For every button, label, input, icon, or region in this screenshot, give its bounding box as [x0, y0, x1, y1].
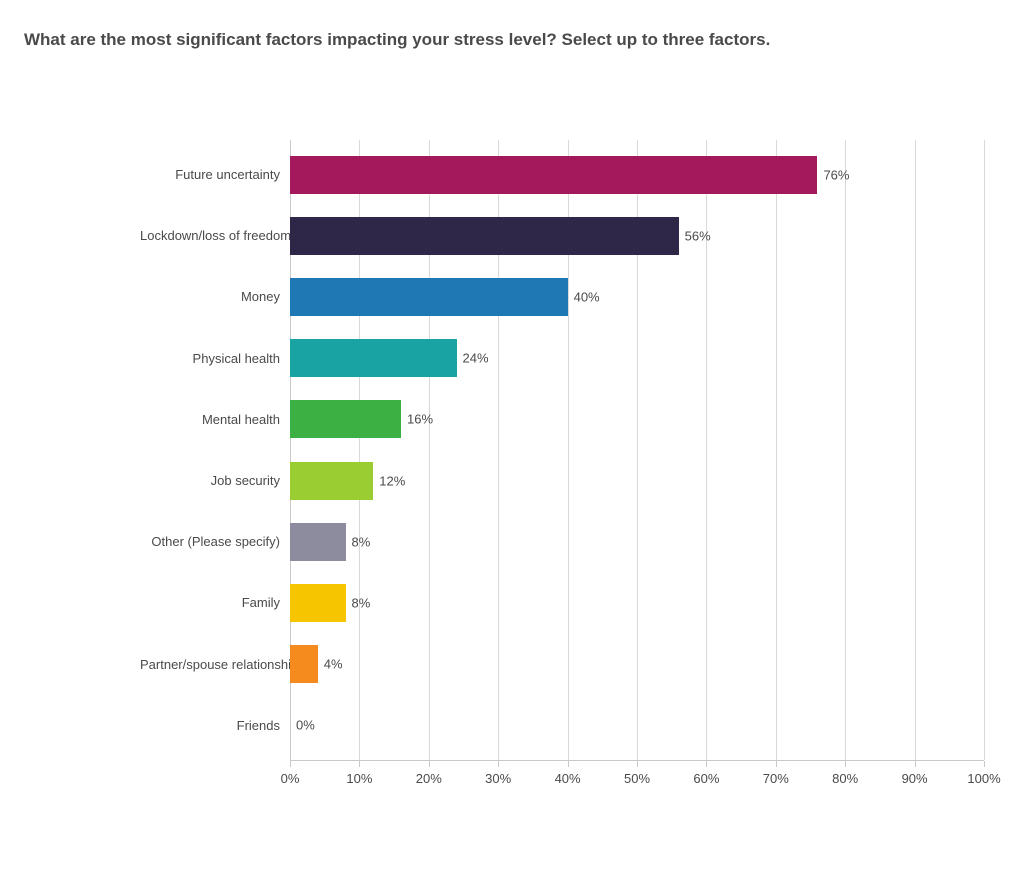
bar-row: Job security 12% — [140, 461, 984, 501]
bar-value-label: 24% — [463, 351, 489, 366]
category-label: Partner/spouse relationship — [140, 657, 290, 672]
chart-title: What are the most significant factors im… — [24, 30, 1004, 50]
x-tick-mark — [637, 761, 638, 767]
x-tick-mark — [429, 761, 430, 767]
bar — [290, 217, 679, 255]
bar-row: Mental health 16% — [140, 399, 984, 439]
x-tick-label: 0% — [281, 771, 300, 786]
category-label: Physical health — [140, 351, 290, 366]
bar-track: 4% — [290, 645, 984, 683]
bar — [290, 400, 401, 438]
bar-row: Lockdown/loss of freedom 56% — [140, 216, 984, 256]
x-tick-mark — [915, 761, 916, 767]
bar — [290, 523, 346, 561]
category-label: Job security — [140, 473, 290, 488]
gridline — [984, 140, 985, 760]
bar — [290, 156, 817, 194]
bar-row: Future uncertainty 76% — [140, 155, 984, 195]
bar — [290, 584, 346, 622]
bars-container: Future uncertainty 76% Lockdown/loss of fr… — [140, 140, 984, 760]
x-tick-label: 70% — [763, 771, 789, 786]
bar-value-label: 56% — [685, 228, 711, 243]
bar — [290, 278, 568, 316]
bar-value-label: 4% — [324, 657, 343, 672]
bar-row: Physical health 24% — [140, 338, 984, 378]
x-tick-label: 40% — [555, 771, 581, 786]
x-tick-mark — [359, 761, 360, 767]
x-tick-label: 10% — [346, 771, 372, 786]
bar-track: 76% — [290, 156, 984, 194]
chart: Future uncertainty 76% Lockdown/loss of fr… — [140, 140, 984, 790]
bar-value-label: 40% — [574, 289, 600, 304]
x-tick-mark — [706, 761, 707, 767]
category-label: Other (Please specify) — [140, 534, 290, 549]
bar — [290, 462, 373, 500]
bar-track: 0% — [290, 706, 984, 744]
bar-track: 16% — [290, 400, 984, 438]
bar-track: 8% — [290, 523, 984, 561]
bar — [290, 645, 318, 683]
category-label: Friends — [140, 718, 290, 733]
x-tick-label: 20% — [416, 771, 442, 786]
bar-row: Friends 0% — [140, 705, 984, 745]
bar-track: 56% — [290, 217, 984, 255]
plot-area: Future uncertainty 76% Lockdown/loss of fr… — [140, 140, 984, 760]
bar-track: 12% — [290, 462, 984, 500]
bar-track: 40% — [290, 278, 984, 316]
bar-track: 8% — [290, 584, 984, 622]
category-label: Mental health — [140, 412, 290, 427]
x-tick-label: 100% — [967, 771, 1000, 786]
category-label: Future uncertainty — [140, 167, 290, 182]
page: What are the most significant factors im… — [0, 0, 1024, 810]
x-tick-mark — [290, 761, 291, 767]
bar — [290, 339, 457, 377]
bar-row: Other (Please specify) 8% — [140, 522, 984, 562]
bar-row: Partner/spouse relationship 4% — [140, 644, 984, 684]
x-tick-label: 30% — [485, 771, 511, 786]
bar-value-label: 16% — [407, 412, 433, 427]
bar-value-label: 0% — [296, 718, 315, 733]
x-tick-label: 90% — [902, 771, 928, 786]
bar-value-label: 12% — [379, 473, 405, 488]
bar-value-label: 76% — [823, 167, 849, 182]
x-tick-mark — [498, 761, 499, 767]
category-label: Lockdown/loss of freedom — [140, 228, 290, 243]
bar-row: Money 40% — [140, 277, 984, 317]
x-tick-mark — [776, 761, 777, 767]
x-tick-label: 60% — [693, 771, 719, 786]
x-tick-label: 50% — [624, 771, 650, 786]
bar-value-label: 8% — [352, 595, 371, 610]
x-tick-mark — [845, 761, 846, 767]
x-axis: 0%10%20%30%40%50%60%70%80%90%100% — [290, 760, 984, 790]
x-tick-mark — [984, 761, 985, 767]
category-label: Family — [140, 595, 290, 610]
x-tick-label: 80% — [832, 771, 858, 786]
bar-track: 24% — [290, 339, 984, 377]
category-label: Money — [140, 289, 290, 304]
bar-value-label: 8% — [352, 534, 371, 549]
bar-row: Family 8% — [140, 583, 984, 623]
x-tick-mark — [568, 761, 569, 767]
